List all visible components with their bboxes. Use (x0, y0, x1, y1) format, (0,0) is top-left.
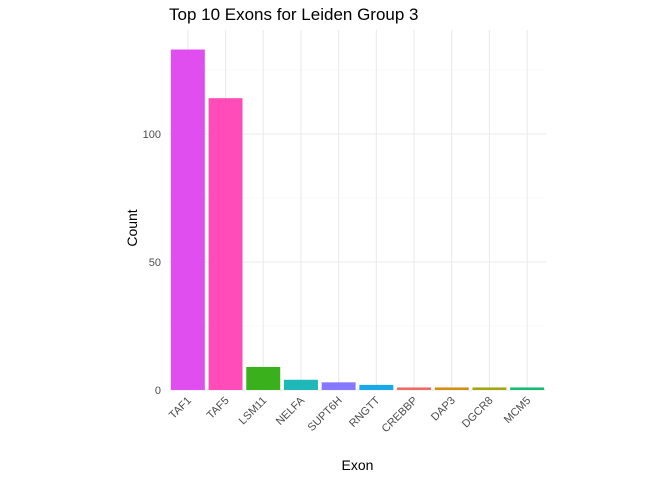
bar-supt6h (321, 382, 356, 390)
x-tick-label: CREBBP (380, 395, 420, 435)
y-tick-label: 50 (149, 257, 161, 269)
x-tick-label: SUPT6H (306, 395, 345, 434)
x-tick-label: DAP3 (429, 395, 458, 424)
bar-lsm11 (246, 366, 281, 390)
bar-mcm5 (510, 387, 545, 390)
y-tick-label: 100 (143, 129, 161, 141)
x-tick-label: RNGTT (347, 394, 382, 429)
x-tick-label: TAF1 (167, 395, 194, 422)
y-axis-title: Count (124, 209, 140, 246)
bar-dap3 (434, 387, 469, 390)
x-tick-label: TAF5 (205, 395, 232, 422)
x-tick-label: DGCR8 (460, 395, 496, 431)
y-tick-labels: 0 50 100 (143, 129, 161, 397)
x-axis-title: Exon (342, 457, 374, 473)
chart-title: Top 10 Exons for Leiden Group 3 (169, 5, 419, 24)
bar-dgcr8 (472, 387, 507, 390)
bars (170, 49, 545, 391)
bar-crebbp (397, 387, 432, 390)
x-tick-label: LSM11 (237, 395, 270, 428)
bar-taf5 (208, 98, 243, 390)
x-tick-label: NELFA (274, 394, 308, 428)
bar-nelfa (283, 379, 318, 390)
bar-rngtt (359, 384, 394, 390)
y-tick-label: 0 (155, 385, 161, 397)
x-tick-label: MCM5 (502, 395, 533, 426)
bar-taf1 (170, 49, 205, 391)
